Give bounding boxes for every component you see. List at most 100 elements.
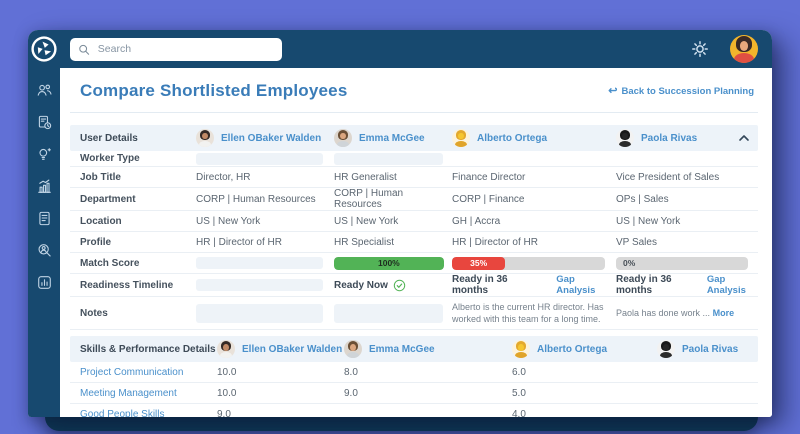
main-content: Compare Shortlisted Employees ↩ Back to …	[60, 68, 772, 417]
match-score-bar-alberto: 35%	[452, 256, 616, 270]
row-location: Location US | New York US | New York GH …	[70, 211, 758, 232]
avatar	[196, 129, 214, 147]
table-cell: HR | Director of HR	[452, 236, 538, 248]
table-cell: Director, HR	[196, 171, 251, 183]
row-label: Location	[80, 215, 122, 227]
table-cell: 10.0	[217, 387, 237, 399]
row-department: Department CORP | Human Resources CORP |…	[70, 188, 758, 211]
skill-link[interactable]: Meeting Management	[80, 387, 177, 399]
table-cell: US | New York	[196, 215, 261, 227]
user-header-paola: Paola Rivas	[616, 129, 758, 147]
table-cell: HR | Director of HR	[196, 236, 282, 248]
avatar-body	[454, 140, 468, 147]
growth-chart-icon[interactable]	[36, 178, 53, 195]
insights-icon[interactable]	[36, 146, 53, 163]
user-name-link[interactable]: Ellen OBaker Walden	[242, 343, 343, 355]
back-arrow-icon: ↩	[608, 84, 618, 97]
avatar-face	[458, 132, 464, 140]
search-input[interactable]	[95, 42, 274, 56]
match-score-zero-label: 0%	[623, 257, 636, 268]
skills-user-ellen: Ellen OBaker Walden	[217, 340, 344, 359]
avatar	[616, 129, 634, 147]
readiness-emma: Ready Now	[334, 279, 452, 292]
row-meeting-management: Meeting Management 10.0 9.0 5.0	[70, 383, 758, 405]
skills-user-paola: Paola Rivas	[657, 340, 758, 359]
section-label: Skills & Performance Details	[80, 343, 216, 355]
user-details-header-row: User Details Ellen OBaker Walden	[70, 125, 758, 151]
user-header-alberto: Alberto Ortega	[452, 129, 616, 147]
row-readiness-timeline: Readiness Timeline Ready Now Ready in 36…	[70, 274, 758, 297]
table-cell: 9.0	[217, 408, 231, 417]
row-notes: Notes Alberto is the current HR director…	[70, 297, 758, 331]
readiness-paola: Ready in 36 months Gap Analysis	[616, 274, 758, 296]
avatar-body	[346, 352, 360, 359]
section-label: User Details	[80, 132, 138, 144]
row-label: Worker Type	[80, 153, 140, 164]
table-cell: 9.0	[344, 387, 358, 399]
row-label: Match Score	[80, 257, 140, 269]
avatar-body	[336, 140, 350, 147]
search-box[interactable]	[70, 37, 282, 61]
avatar	[452, 129, 470, 147]
window-base	[45, 413, 758, 431]
avatar-face	[202, 132, 208, 140]
user-name-link[interactable]: Paola Rivas	[682, 343, 739, 355]
skills-user-alberto: Alberto Ortega	[512, 340, 657, 359]
team-icon[interactable]	[36, 82, 53, 99]
user-name-link[interactable]: Emma McGee	[369, 343, 435, 355]
avatar-body	[733, 53, 755, 63]
user-name-link[interactable]: Paola Rivas	[641, 132, 698, 144]
match-score-bar-emma: 100%	[334, 256, 452, 270]
avatar-face	[518, 344, 524, 351]
avatar	[217, 340, 235, 359]
gap-analysis-link[interactable]: Gap Analysis	[556, 274, 596, 296]
table-cell: Vice President of Sales	[616, 171, 720, 183]
avatar-face	[350, 344, 356, 351]
skill-link[interactable]: Project Communication	[80, 366, 184, 378]
table-cell: Finance Director	[452, 171, 526, 183]
more-link[interactable]: More	[712, 308, 735, 319]
app-window: Compare Shortlisted Employees ↩ Back to …	[28, 30, 772, 417]
avatar-body	[219, 352, 233, 359]
avatar-body	[618, 140, 632, 147]
row-label: Readiness Timeline	[80, 279, 174, 291]
search-icon	[79, 44, 90, 55]
table-cell: CORP | Finance	[452, 193, 525, 205]
avatar-face	[663, 344, 669, 351]
avatar-body	[198, 140, 212, 147]
skills-header-row: Skills & Performance Details Ellen OBake…	[70, 336, 758, 363]
row-label: Department	[80, 193, 136, 205]
table-cell: CORP | Human Resources	[334, 188, 404, 210]
worker-history-icon[interactable]	[36, 114, 53, 131]
empty-cell-placeholder	[334, 152, 443, 165]
analytics-icon[interactable]	[36, 274, 53, 291]
match-score-bar-paola: 0%	[616, 256, 758, 270]
user-header-ellen: Ellen OBaker Walden	[196, 129, 334, 147]
skill-link[interactable]: Good People Skills	[80, 408, 165, 417]
settings-gear-icon[interactable]	[690, 39, 710, 59]
row-job-title: Job Title Director, HR HR Generalist Fin…	[70, 167, 758, 188]
empty-cell-placeholder	[334, 303, 443, 323]
user-name-link[interactable]: Emma McGee	[359, 132, 425, 144]
user-name-link[interactable]: Ellen OBaker Walden	[221, 132, 322, 144]
row-label: Notes	[80, 307, 108, 319]
user-header-emma: Emma McGee	[334, 129, 452, 147]
reports-icon[interactable]	[36, 210, 53, 227]
row-worker-type: Worker Type	[70, 151, 758, 167]
avatar-face	[340, 132, 346, 140]
user-name-link[interactable]: Alberto Ortega	[477, 132, 548, 144]
app-logo[interactable]	[28, 36, 60, 62]
user-name-link[interactable]: Alberto Ortega	[537, 343, 608, 355]
row-label: Profile	[80, 236, 112, 248]
current-user-avatar[interactable]	[730, 35, 758, 63]
talent-search-icon[interactable]	[36, 242, 53, 259]
table-cell: OPs | Sales	[616, 193, 669, 205]
back-to-succession-planning-link[interactable]: ↩ Back to Succession Planning	[608, 84, 754, 97]
avatar-face	[739, 40, 749, 52]
table-cell: 6.0	[512, 366, 526, 378]
gap-analysis-link[interactable]: Gap Analysis	[706, 274, 746, 296]
avatar-body	[514, 352, 528, 359]
collapse-section-chevron-up-icon[interactable]	[738, 134, 750, 142]
match-score-fill: 35%	[452, 256, 506, 270]
